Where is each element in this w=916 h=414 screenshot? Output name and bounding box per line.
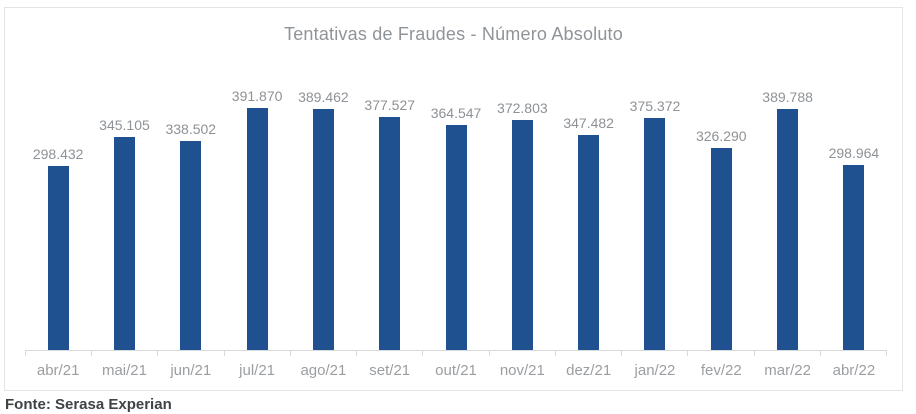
source-note: Fonte: Serasa Experian bbox=[5, 396, 172, 413]
axis-tick-cell bbox=[25, 351, 91, 356]
axis-tick-cell bbox=[91, 351, 157, 356]
bar-group: 391.870 bbox=[224, 80, 290, 350]
bar-value-label: 298.964 bbox=[828, 145, 880, 161]
bar-group: 375.372 bbox=[622, 80, 688, 350]
x-axis-label: fev/22 bbox=[700, 362, 742, 379]
x-axis-label: mar/22 bbox=[764, 362, 811, 379]
x-axis-label: mai/21 bbox=[101, 362, 147, 379]
bar bbox=[578, 135, 600, 350]
x-axis-label: out/21 bbox=[435, 362, 477, 379]
bar-group: 338.502 bbox=[158, 80, 224, 350]
bar bbox=[710, 148, 732, 350]
axis-tick-cell bbox=[554, 351, 621, 356]
x-axis-label: set/21 bbox=[369, 362, 411, 379]
bar bbox=[47, 166, 69, 350]
bar-group: 298.964 bbox=[821, 80, 887, 350]
axis-tick-cell bbox=[621, 351, 687, 356]
bar bbox=[644, 118, 666, 350]
bar-group: 326.290 bbox=[688, 80, 754, 350]
bar-value-label: 375.372 bbox=[629, 98, 681, 114]
axis-tick-cell bbox=[289, 351, 356, 356]
bar-value-label: 326.290 bbox=[695, 128, 747, 144]
bar bbox=[379, 117, 401, 350]
x-axis-label: jun/21 bbox=[170, 362, 212, 379]
bar-group: 389.788 bbox=[754, 80, 820, 350]
bar-group: 377.527 bbox=[357, 80, 423, 350]
axis-tick-cell bbox=[422, 351, 488, 356]
x-axis-label: jul/21 bbox=[239, 362, 276, 379]
bar-group: 372.803 bbox=[489, 80, 555, 350]
bar bbox=[511, 120, 533, 350]
axis-tick-cell bbox=[819, 351, 888, 356]
bar-group: 364.547 bbox=[423, 80, 489, 350]
bars-row: 298.432 345.105 338.502 391.870 389.462 377.5… bbox=[25, 80, 887, 350]
axis-tick-cell bbox=[488, 351, 555, 356]
bar-group: 345.105 bbox=[91, 80, 157, 350]
bar-value-label: 372.803 bbox=[497, 100, 548, 116]
bar-value-label: 338.502 bbox=[165, 121, 217, 137]
bar bbox=[445, 125, 467, 350]
plot-area: 298.432 345.105 338.502 391.870 389.462 377.5… bbox=[25, 8, 888, 392]
bar-value-label: 298.432 bbox=[32, 146, 84, 162]
axis-tick-cell bbox=[753, 351, 820, 356]
x-axis-label: dez/21 bbox=[566, 362, 612, 379]
bar bbox=[246, 108, 268, 350]
axis-tick-cell bbox=[223, 351, 290, 356]
bar-value-label: 391.870 bbox=[231, 88, 283, 104]
x-axis-label: abr/22 bbox=[832, 362, 876, 379]
bar-value-label: 377.527 bbox=[364, 97, 416, 113]
bar-group: 298.432 bbox=[25, 80, 91, 350]
bar-value-label: 389.462 bbox=[298, 89, 349, 105]
bar-group: 389.462 bbox=[290, 80, 356, 350]
x-axis-label: nov/21 bbox=[499, 362, 545, 379]
bar-value-label: 345.105 bbox=[99, 117, 150, 133]
x-axis-label: ago/21 bbox=[300, 362, 347, 379]
bar-value-label: 364.547 bbox=[430, 105, 482, 121]
chart-title: Tentativas de Fraudes - Número Absoluto bbox=[284, 24, 623, 44]
axis-tick-cell bbox=[157, 351, 223, 356]
axis-tick-cell bbox=[687, 351, 753, 356]
bar bbox=[843, 165, 865, 350]
chart-frame: Tentativas de Fraudes - Número Absoluto … bbox=[4, 7, 903, 391]
bar bbox=[180, 141, 202, 350]
bar-group: 347.482 bbox=[556, 80, 622, 350]
x-axis-line bbox=[25, 350, 888, 356]
bar-value-label: 347.482 bbox=[563, 115, 614, 131]
bar-value-label: 389.788 bbox=[762, 89, 813, 105]
bar bbox=[312, 109, 334, 350]
bar bbox=[777, 109, 799, 350]
x-axis-label: abr/21 bbox=[36, 362, 80, 379]
bar bbox=[113, 137, 135, 350]
x-axis-label: jan/22 bbox=[634, 362, 676, 379]
x-axis-labels: abr/21 mai/21 jun/21 jul/21 ago/21 set/21 out/… bbox=[25, 357, 887, 379]
axis-tick-cell bbox=[356, 351, 422, 356]
